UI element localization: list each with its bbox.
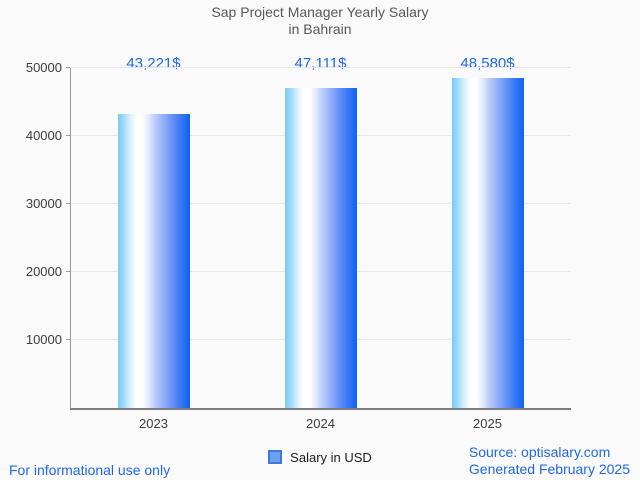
legend: Salary in USD [0,448,640,466]
y-axis-label-50000: 50000 [25,60,62,75]
y-axis-label-40000: 40000 [25,128,62,143]
x-axis-label-2024: 2024 [306,416,335,431]
source-link[interactable]: Source: optisalary.com [468,444,611,460]
y-tick-10000 [66,339,70,340]
chart-title-line1: Sap Project Manager Yearly Salary [211,4,429,20]
bar-2025 [451,77,524,408]
y-axis-label-30000: 30000 [25,196,62,211]
y-tick-20000 [66,271,70,272]
y-tick-40000 [66,135,70,136]
footer-disclaimer: For informational use only [9,462,171,478]
y-axis-labels: 10000 20000 30000 40000 50000 [0,61,70,408]
plot-area [70,67,571,410]
chart-title-line2: in Bahrain [288,21,352,37]
x-axis-label-2023: 2023 [139,416,168,431]
generated-date: Generated February 2025 [468,461,630,477]
x-axis-labels: 2023 2024 2025 [70,416,571,432]
y-axis-label-10000: 10000 [25,332,62,347]
y-tick-30000 [66,203,70,204]
y-axis-label-20000: 20000 [25,264,62,279]
gridline-50000 [71,67,571,68]
chart-title: Sap Project Manager Yearly Salary in Bah… [0,4,640,38]
legend-swatch-icon [268,450,283,464]
bar-2023 [118,114,191,408]
legend-label: Salary in USD [290,449,372,465]
x-axis-label-2025: 2025 [473,416,502,431]
bar-2024 [285,87,357,408]
y-tick-50000 [66,67,70,68]
source-block: Source: optisalary.com Generated Februar… [469,444,630,478]
